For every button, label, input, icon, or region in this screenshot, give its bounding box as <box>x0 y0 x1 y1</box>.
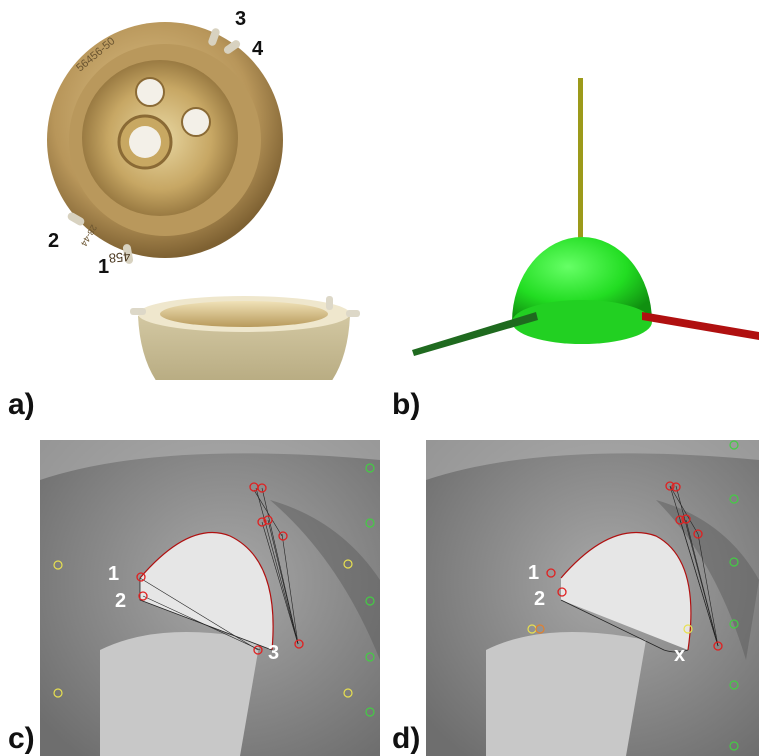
pin-3 <box>208 28 220 46</box>
pin-label-3: 3 <box>235 8 247 30</box>
hemisphere <box>512 237 652 322</box>
panel-label-a: a) <box>8 388 35 421</box>
cup-side-pin-top <box>326 296 333 310</box>
axis-vertical-yellow <box>578 78 583 248</box>
pin-label-2: 2 <box>48 230 60 252</box>
pin-2 <box>67 212 85 226</box>
cup-contour-red <box>139 532 274 651</box>
cup-contour-red-d <box>560 532 692 651</box>
xray-c <box>40 440 380 756</box>
panel-a-photo: 56456-50 458 28-44 3 4 2 1 <box>0 0 380 380</box>
screw-hole-1 <box>135 77 165 107</box>
femoral-stem <box>100 632 260 756</box>
pin-1 <box>122 244 134 264</box>
green-markers-d <box>729 440 739 751</box>
red-markers-d <box>546 481 723 651</box>
projection-lines <box>139 487 299 651</box>
marker-label-2-d: 2 <box>534 588 546 610</box>
marker-label-3: 3 <box>268 642 280 664</box>
marker-label-1-d: 1 <box>528 562 540 584</box>
orange-marker-d <box>535 624 545 634</box>
femoral-stem-d <box>486 632 646 756</box>
panel-label-c: c) <box>8 722 35 755</box>
projection-lines-d <box>669 485 719 647</box>
panel-d-xray: 1 2 x <box>426 440 759 756</box>
screw-hole-2 <box>181 107 211 137</box>
engraving-bottom: 458 <box>108 249 131 266</box>
panel-label-b: b) <box>392 388 421 421</box>
cup-side-pin-left <box>130 308 146 315</box>
axis-red <box>642 312 759 340</box>
pin-label-4: 4 <box>252 38 264 60</box>
yellow-markers <box>53 559 353 698</box>
center-hole <box>129 126 161 158</box>
cup-photo-illustration: 56456-50 458 28-44 <box>47 22 360 380</box>
marker-label-2: 2 <box>115 590 127 612</box>
pin-4 <box>223 40 241 54</box>
marker-label-1: 1 <box>108 563 120 585</box>
panel-c-xray: 1 2 3 <box>40 440 380 756</box>
panel-label-d: d) <box>392 722 421 755</box>
xray-d <box>426 440 759 756</box>
green-markers <box>365 463 375 717</box>
cup-side-pin-right <box>346 310 360 317</box>
marker-label-x-d: x <box>674 644 686 666</box>
cup-side-bore <box>160 301 328 327</box>
prosthesis-head-d <box>561 532 691 650</box>
hemisphere-axes-render <box>412 78 759 356</box>
hemisphere-base <box>512 300 652 344</box>
red-markers <box>136 482 304 655</box>
pin-label-1: 1 <box>98 256 110 278</box>
axis-green <box>412 312 538 356</box>
panel-b-model <box>380 0 759 420</box>
prosthesis-head <box>140 532 274 650</box>
